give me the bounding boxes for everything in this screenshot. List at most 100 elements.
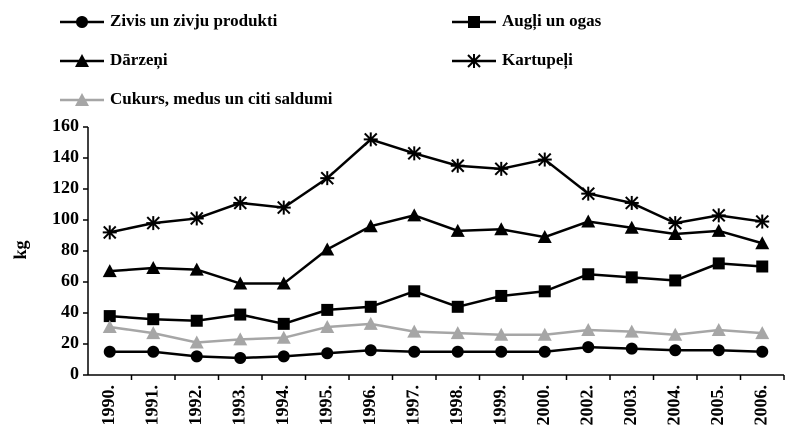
marker	[276, 200, 291, 215]
marker	[102, 225, 117, 240]
marker	[538, 285, 551, 298]
marker	[537, 230, 552, 244]
x-tick-label: 2005.	[707, 385, 727, 426]
marker	[624, 324, 639, 338]
marker	[495, 345, 508, 358]
y-tick-label: 120	[52, 177, 79, 197]
legend-label: Dārzeņi	[110, 50, 168, 70]
x-tick-label: 2003.	[620, 385, 640, 426]
marker	[407, 146, 422, 161]
marker	[711, 223, 726, 237]
marker	[363, 132, 378, 147]
x-tick-label: 1995.	[315, 385, 335, 426]
marker	[320, 319, 335, 333]
marker	[75, 93, 89, 106]
legend-label: Kartupeļi	[502, 50, 573, 70]
marker	[75, 54, 89, 67]
marker	[363, 316, 378, 330]
marker	[451, 345, 464, 358]
marker	[363, 219, 378, 233]
marker	[712, 257, 725, 270]
marker	[538, 345, 551, 358]
marker	[320, 171, 335, 186]
x-tick-label: 2002.	[576, 385, 596, 426]
marker	[756, 260, 769, 273]
y-tick-label: 160	[52, 115, 79, 135]
marker	[582, 268, 595, 281]
x-tick-label: 1992.	[185, 385, 205, 426]
series-line	[109, 322, 763, 344]
marker	[624, 220, 639, 234]
marker	[147, 345, 160, 358]
marker	[669, 274, 682, 287]
marker	[582, 341, 595, 354]
marker	[190, 350, 203, 363]
x-tick-label: 1997.	[402, 385, 422, 426]
marker	[755, 236, 770, 250]
x-tick-label: 2000.	[533, 385, 553, 426]
marker	[450, 158, 465, 173]
y-tick-label: 60	[61, 270, 79, 290]
marker	[624, 195, 639, 210]
marker	[76, 16, 88, 28]
marker	[756, 345, 769, 358]
marker	[755, 214, 770, 229]
marker	[233, 276, 248, 290]
x-tick-label: 1996.	[359, 385, 379, 426]
marker	[408, 285, 421, 298]
marker	[146, 261, 161, 275]
marker	[537, 327, 552, 341]
marker	[581, 323, 596, 337]
marker	[147, 313, 160, 326]
marker	[494, 327, 509, 341]
marker	[494, 161, 509, 176]
marker	[321, 303, 334, 316]
marker	[189, 335, 204, 349]
marker	[234, 308, 247, 321]
marker	[581, 186, 596, 201]
x-tick-label: 1993.	[228, 385, 248, 426]
marker	[711, 323, 726, 337]
marker	[467, 54, 481, 68]
series-line	[109, 214, 763, 285]
marker	[146, 326, 161, 340]
x-tick-label: 1998.	[446, 385, 466, 426]
marker	[407, 324, 422, 338]
y-tick-label: 140	[52, 146, 79, 166]
marker	[668, 226, 683, 240]
marker	[468, 16, 480, 28]
legend-label: Augļi un ogas	[502, 11, 602, 31]
x-tick-label: 1999.	[489, 385, 509, 426]
marker	[234, 351, 247, 364]
marker	[450, 223, 465, 237]
marker	[102, 319, 117, 333]
x-tick-label: 2006.	[750, 385, 770, 426]
marker	[408, 345, 421, 358]
y-tick-label: 20	[61, 332, 79, 352]
marker	[277, 317, 290, 330]
marker	[103, 345, 116, 358]
marker	[189, 262, 204, 276]
marker	[103, 310, 116, 323]
marker	[669, 344, 682, 357]
x-tick-label: 1990.	[98, 385, 118, 426]
series-line	[109, 345, 763, 360]
marker	[668, 327, 683, 341]
marker	[625, 271, 638, 284]
marker	[320, 242, 335, 256]
marker	[407, 208, 422, 222]
marker	[190, 314, 203, 327]
marker	[364, 300, 377, 313]
marker	[625, 342, 638, 355]
marker	[668, 216, 683, 231]
series-line	[109, 137, 763, 234]
marker	[189, 211, 204, 226]
marker	[321, 347, 334, 360]
marker	[102, 264, 117, 278]
marker	[233, 195, 248, 210]
x-tick-label: 1994.	[272, 385, 292, 426]
marker	[233, 332, 248, 346]
marker	[755, 326, 770, 340]
marker	[364, 344, 377, 357]
